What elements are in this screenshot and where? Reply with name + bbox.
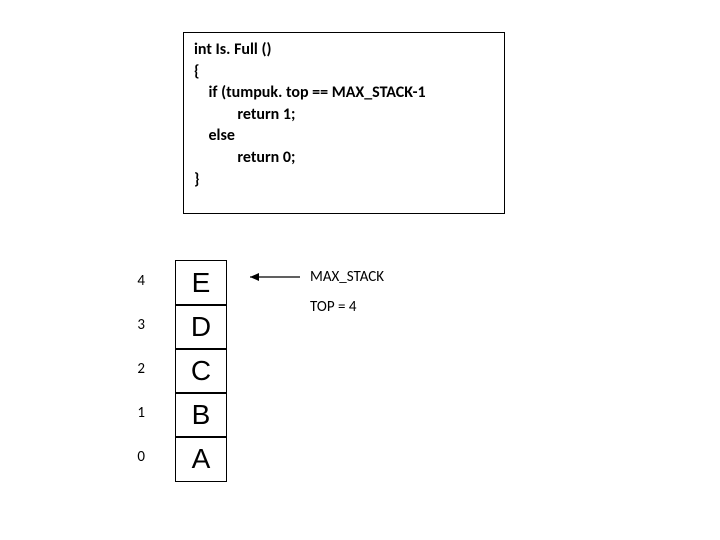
label-max-stack: MAX_STACK [310,268,384,286]
code-box: int Is. Full (){ if (tumpuk. top == MAX_… [183,32,505,214]
stack-cell: A [175,436,227,482]
code-line: { [194,61,494,83]
stack-index: 1 [125,404,145,422]
stack-index: 4 [125,272,145,290]
stack-cell: B [175,392,227,438]
code-line: int Is. Full () [194,39,494,61]
code-line: return 0; [194,147,494,169]
code-line: if (tumpuk. top == MAX_STACK-1 [194,82,494,104]
stack-cell: E [175,260,227,306]
stack-index: 2 [125,360,145,378]
stack-index: 3 [125,316,145,334]
stack-index: 0 [125,448,145,466]
code-line: return 1; [194,104,494,126]
label-top: TOP = 4 [310,298,356,316]
code-line: else [194,125,494,147]
code-line: } [194,169,494,191]
stack-cell: C [175,348,227,394]
stack-cell: D [175,304,227,350]
